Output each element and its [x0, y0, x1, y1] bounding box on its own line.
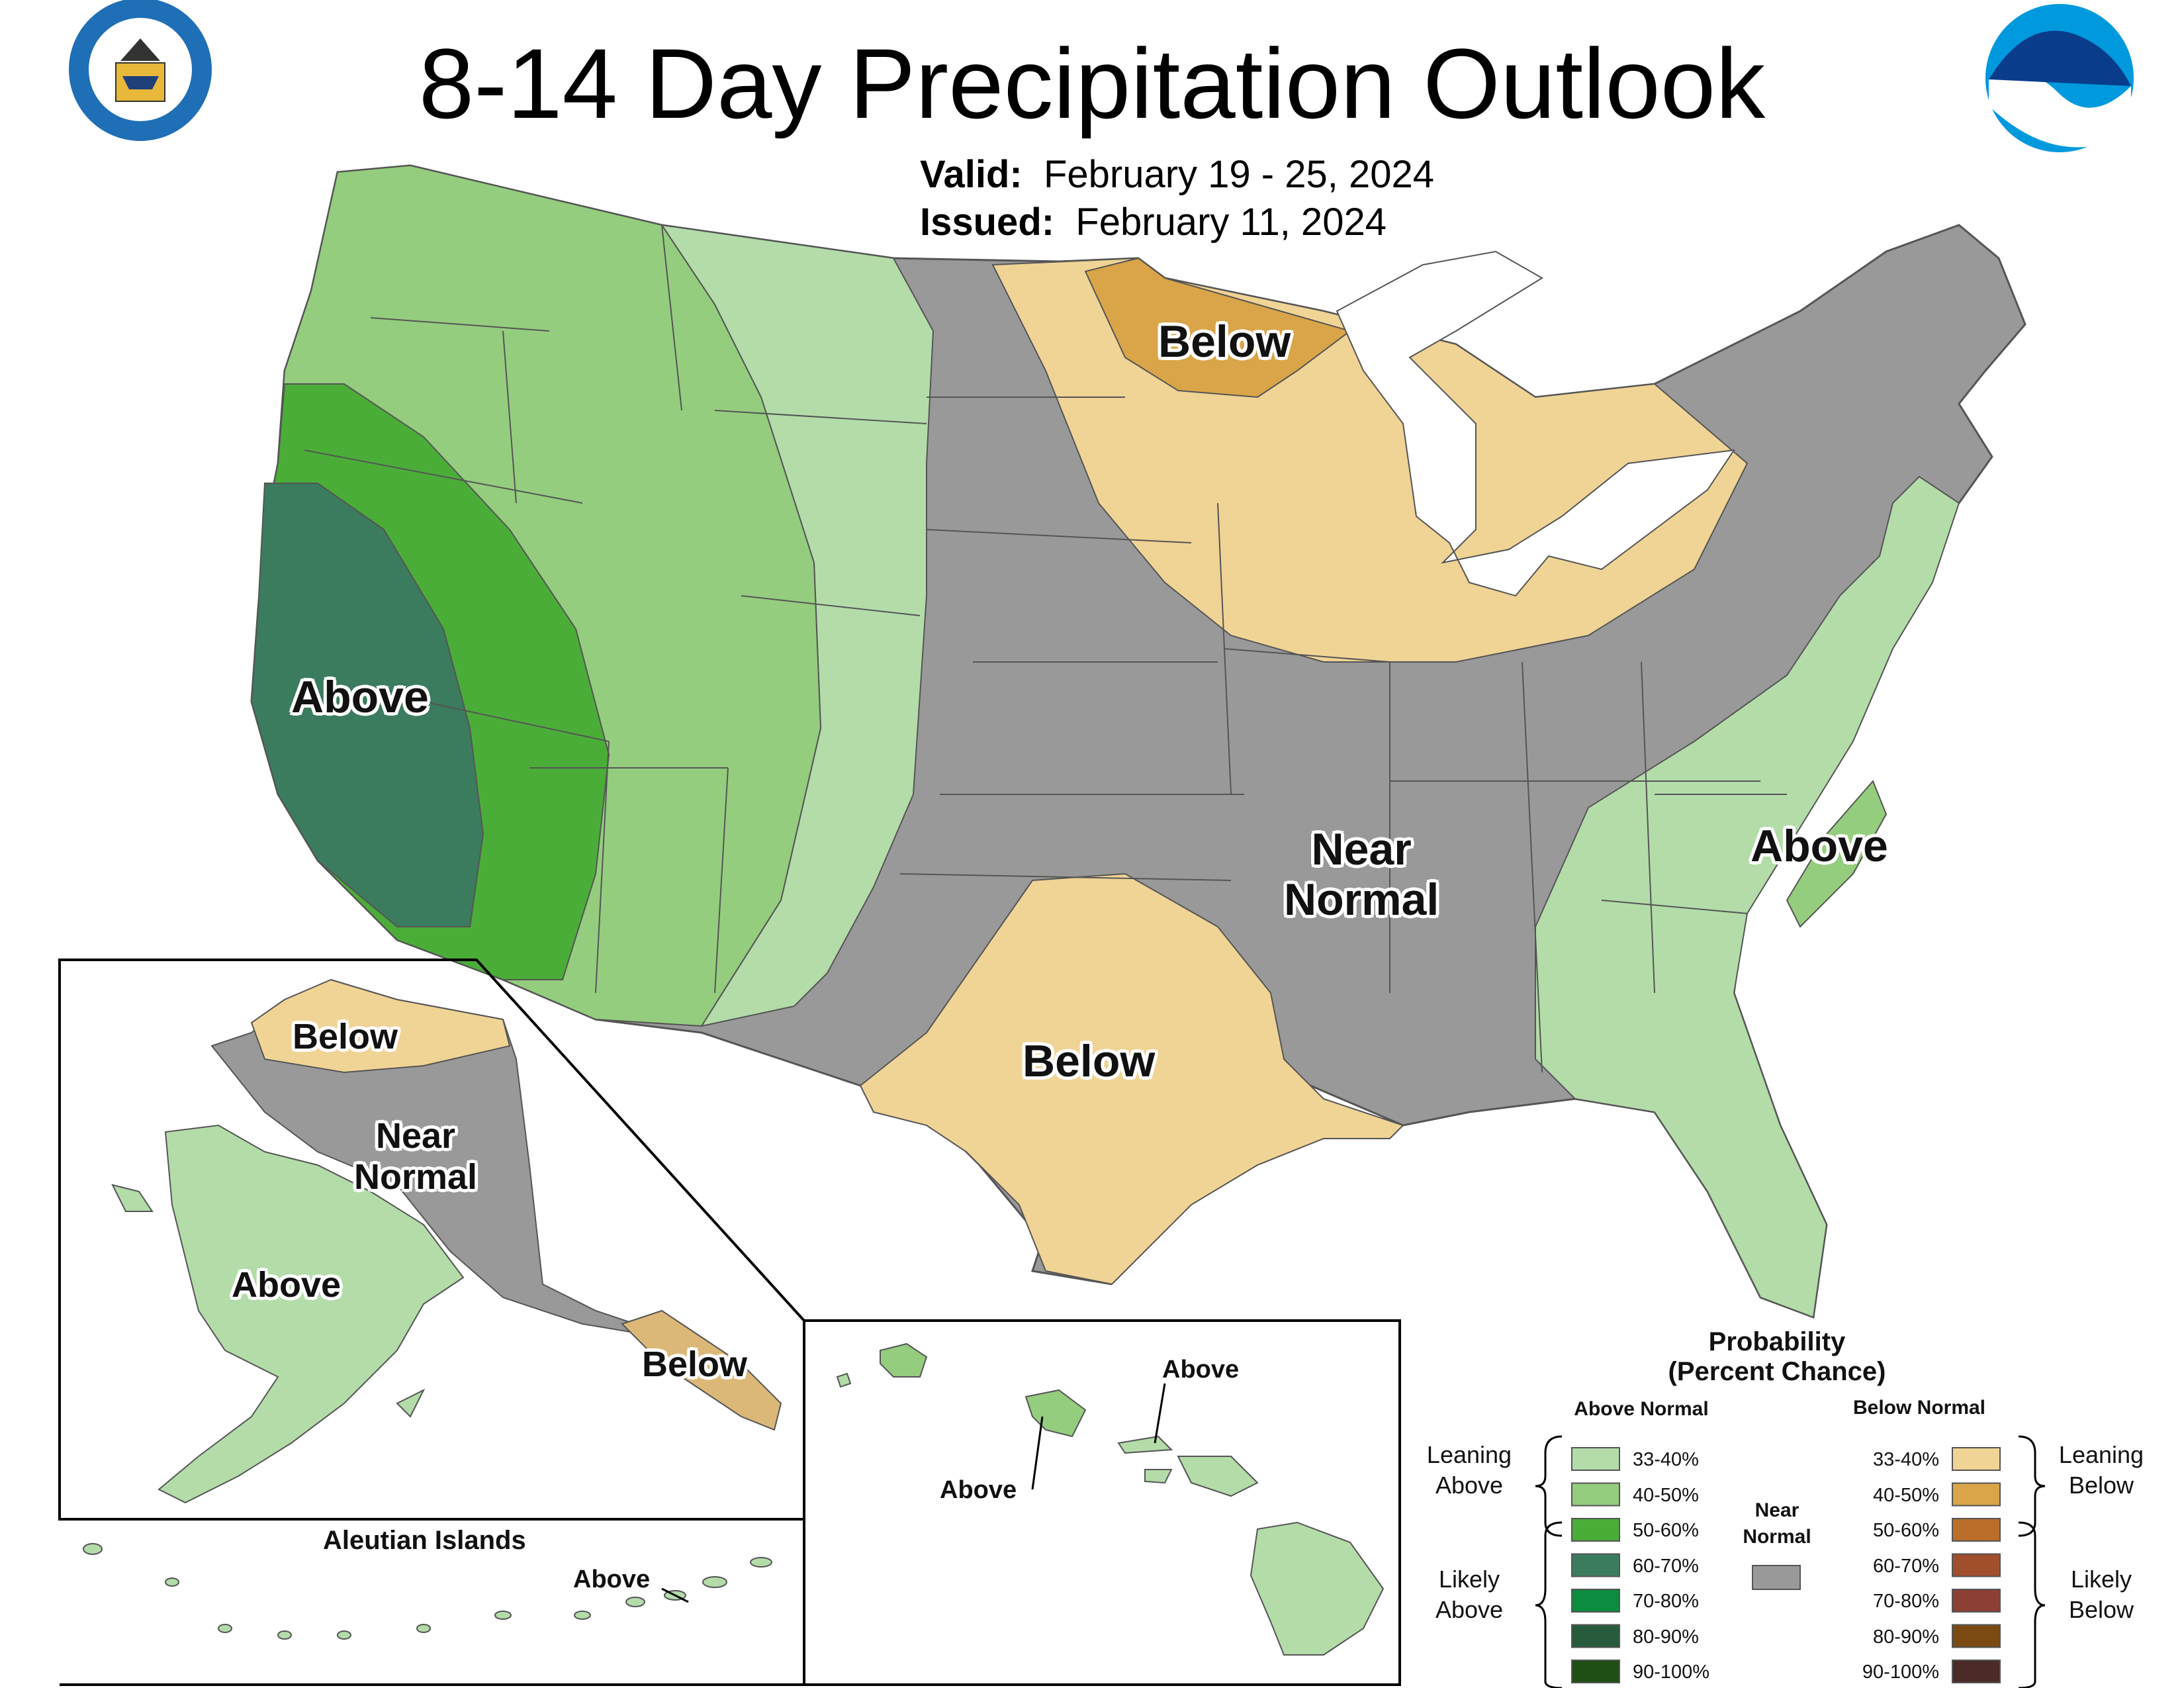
legend-near-normal-label: Near Normal	[1727, 1497, 1827, 1550]
legend-braces	[1535, 1435, 2046, 1688]
legend-above-swatch	[1571, 1482, 1620, 1507]
legend-swatches	[1571, 1447, 2001, 1683]
commerce-seal	[69, 0, 212, 141]
legend-leaning-above-line1: Leaning	[1426, 1441, 1512, 1468]
legend-leaning-above: Leaning Above	[1410, 1440, 1529, 1501]
state-boundaries	[304, 224, 1787, 1073]
legend-above-label: 80-90%	[1633, 1626, 1699, 1648]
date-block: Valid: February 19 - 25, 2024 Issued: Fe…	[920, 151, 1434, 246]
legend-below-swatch	[1952, 1660, 2001, 1683]
label-ak-north: Below	[293, 1017, 398, 1056]
legend-near-normal-line2: Normal	[1743, 1526, 1811, 1548]
label-conus-central: Near Normal	[1284, 824, 1439, 925]
label-hawaii-left: Above	[940, 1476, 1017, 1504]
legend-leaning-below-line1: Leaning	[2058, 1441, 2144, 1468]
legend-above-label: 40-50%	[1633, 1484, 1699, 1506]
label-ak-southeast: Below	[642, 1344, 748, 1384]
legend-above-label: 60-70%	[1633, 1555, 1699, 1577]
legend-leaning-above-line2: Above	[1435, 1472, 1504, 1499]
legend-below-swatch	[1952, 1589, 2001, 1613]
label-conus-central-line1: Near	[1311, 824, 1412, 874]
issued-label: Issued:	[920, 201, 1055, 244]
legend-above-swatch	[1571, 1447, 1620, 1471]
hawaii-inset	[803, 1319, 1401, 1686]
legend-below-label: 40-50%	[1873, 1484, 1939, 1506]
legend-likely-below: Likely Below	[2042, 1564, 2161, 1625]
label-conus-west: Above	[291, 672, 429, 722]
hawaii-islands	[836, 1342, 1385, 1656]
conus-above-40-50-nc-coast	[1786, 780, 1888, 928]
legend-near-normal-line1: Near	[1754, 1499, 1799, 1521]
legend-title-line1: Probability	[1708, 1327, 1846, 1356]
conus-above-33-40-southeast	[1535, 475, 1960, 1319]
alaska-west-above	[158, 1124, 465, 1504]
label-ak-west: Above	[232, 1265, 341, 1305]
label-aleutian: Above	[573, 1566, 651, 1593]
legend-above-label: 70-80%	[1633, 1591, 1699, 1612]
conus-above-60-70-west	[250, 483, 484, 927]
valid-value: February 19 - 25, 2024	[1043, 153, 1434, 196]
legend-likely-above-line2: Above	[1435, 1596, 1504, 1623]
label-conus-north: Below	[1158, 316, 1291, 367]
alaska-inset	[58, 959, 805, 1686]
legend-below-label: 60-70%	[1873, 1555, 1939, 1577]
legend-below-swatch	[1952, 1624, 2001, 1648]
legend-leaning-below: Leaning Below	[2042, 1440, 2161, 1501]
issued-value: February 11, 2024	[1075, 201, 1387, 244]
legend-above-swatch	[1571, 1624, 1620, 1648]
legend-above-swatch	[1571, 1553, 1620, 1577]
legend-likely-above: Likely Above	[1410, 1564, 1529, 1625]
noaa-logo	[1985, 4, 2134, 152]
valid-line: Valid: February 19 - 25, 2024	[920, 151, 1434, 199]
aleutian-title: Aleutian Islands	[323, 1526, 526, 1555]
alaska-southeast-below	[621, 1309, 782, 1431]
legend-above-swatch	[1571, 1660, 1620, 1683]
legend-below-label: 33-40%	[1873, 1449, 1939, 1470]
legend-above-label: 33-40%	[1633, 1449, 1699, 1470]
page-title: 8-14 Day Precipitation Outlook	[418, 28, 1766, 139]
label-ak-central-line1: Near	[375, 1116, 456, 1156]
label-conus-east: Above	[1751, 821, 1888, 871]
legend-below-label: 50-60%	[1873, 1520, 1939, 1541]
legend-below-swatch	[1952, 1482, 2001, 1507]
legend-below-label: 70-80%	[1873, 1591, 1939, 1612]
legend-below-label: 90-100%	[1862, 1662, 1939, 1683]
conus-below-40-50-north	[1084, 257, 1352, 399]
legend-above-label: 90-100%	[1633, 1662, 1710, 1683]
legend-title: Probability (Percent Chance)	[1615, 1327, 1939, 1387]
valid-label: Valid:	[920, 153, 1023, 196]
legend-below-header: Below Normal	[1852, 1397, 1986, 1419]
hawaii-inset-frame	[803, 1319, 1401, 1686]
legend-leaning-below-line2: Below	[2068, 1472, 2134, 1499]
legend-below-swatch	[1952, 1447, 2001, 1471]
great-lakes	[1336, 250, 1736, 597]
label-ak-central-line2: Normal	[354, 1157, 478, 1197]
legend-likely-below-line2: Below	[2068, 1596, 2134, 1623]
legend-likely-below-line1: Likely	[2070, 1566, 2132, 1593]
label-conus-texas: Below	[1023, 1036, 1156, 1086]
issued-line: Issued: February 11, 2024	[920, 199, 1434, 246]
alaska-islands	[111, 1184, 426, 1418]
legend-below-swatch	[1952, 1518, 2001, 1542]
legend-above-label: 50-60%	[1633, 1520, 1699, 1541]
legend-likely-above-line1: Likely	[1438, 1566, 1500, 1593]
label-ak-central: Near Normal	[354, 1115, 477, 1197]
legend-above-swatch	[1571, 1518, 1620, 1542]
legend-above-swatch	[1571, 1589, 1620, 1613]
conus-below-33-40-texas	[859, 872, 1404, 1286]
near-normal-swatch	[1752, 1565, 1801, 1590]
legend-title-line2: (Percent Chance)	[1668, 1357, 1886, 1386]
alaska-north-below	[250, 978, 511, 1074]
label-conus-central-line2: Normal	[1284, 874, 1439, 925]
label-hawaii-right: Above	[1162, 1356, 1240, 1383]
legend-below-label: 80-90%	[1873, 1626, 1939, 1648]
legend-below-swatch	[1952, 1553, 2001, 1577]
legend-above-header: Above Normal	[1574, 1398, 1709, 1420]
conus-map	[250, 164, 2026, 1319]
